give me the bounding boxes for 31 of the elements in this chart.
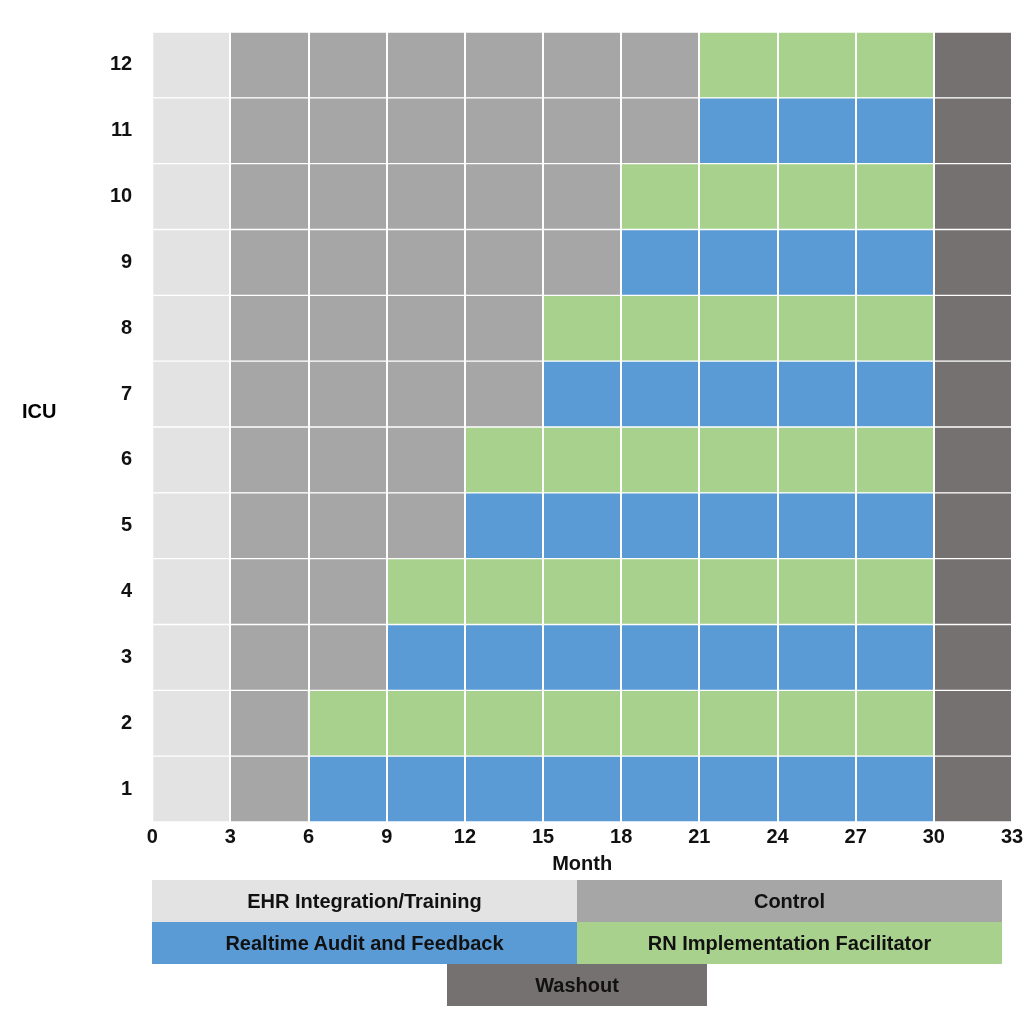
x-tick-label: 6 (303, 824, 315, 847)
y-tick-label: 10 (110, 184, 133, 207)
x-tick-label: 15 (531, 824, 555, 847)
y-tick-label: 7 (121, 381, 133, 404)
y-tick-label: 12 (110, 52, 133, 75)
x-tick-label: 27 (844, 824, 867, 847)
y-tick-label: 11 (111, 118, 133, 141)
text: Realtime Audit and Feedback (152, 922, 577, 964)
x-tick-label: 12 (453, 824, 477, 847)
y-tick-label: 8 (121, 315, 133, 338)
text: Washout (447, 964, 707, 1006)
x-tick-label: 30 (922, 824, 945, 847)
text: Control (577, 880, 1002, 922)
y-tick-label: 3 (121, 644, 133, 667)
x-tick-label: 21 (688, 824, 711, 847)
x-tick-label: 0 (146, 824, 158, 847)
x-axis-title: Month (552, 851, 613, 874)
x-tick-label: 18 (610, 824, 633, 847)
y-tick-label: 6 (121, 447, 133, 470)
y-tick-label: 4 (121, 579, 134, 602)
y-tick-label: 1 (121, 776, 133, 799)
y-tick-label: 9 (121, 249, 133, 272)
x-tick-label: 3 (224, 824, 236, 847)
y-axis-title: ICU (22, 400, 57, 423)
text: EHR Integration/Training (152, 880, 577, 922)
y-tick-label: 5 (121, 513, 133, 536)
text: RN Implementation Facilitator (577, 922, 1002, 964)
y-tick-label: 2 (121, 710, 133, 733)
x-tick-label: 33 (1000, 824, 1024, 847)
x-tick-label: 24 (766, 824, 790, 847)
x-tick-label: 9 (381, 824, 393, 847)
